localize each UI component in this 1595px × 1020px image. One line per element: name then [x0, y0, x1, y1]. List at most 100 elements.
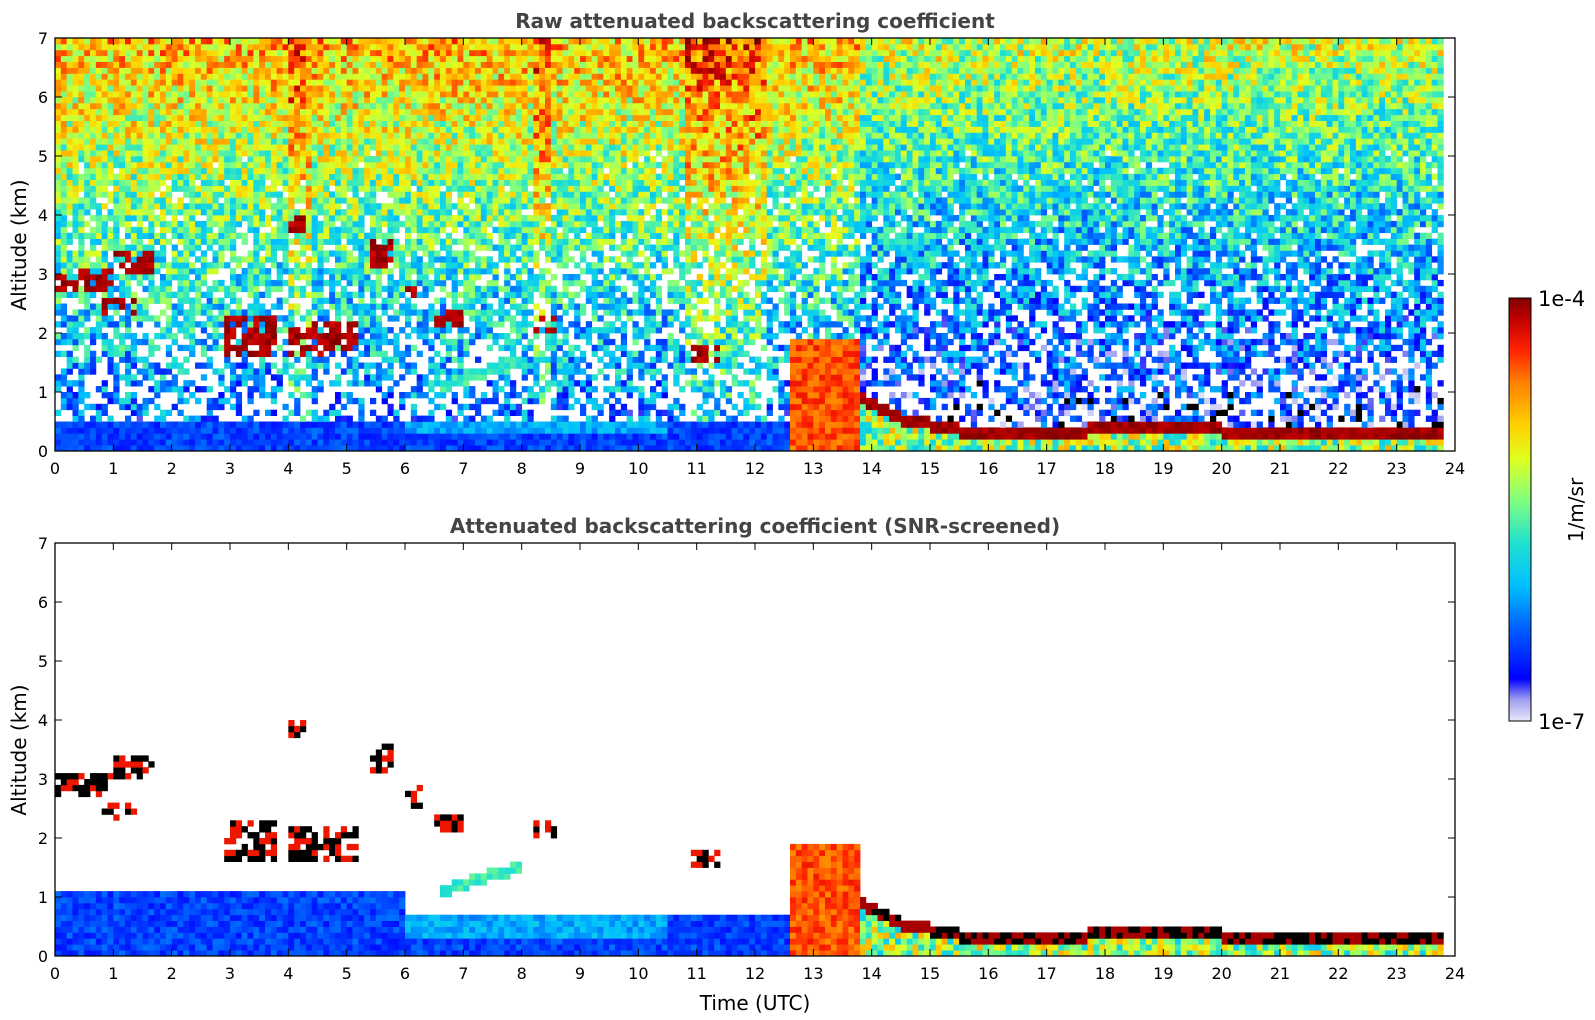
- raw-heatmap-cell: [463, 114, 470, 121]
- raw-heatmap-cell: [375, 108, 383, 116]
- raw-heatmap-cell: [189, 49, 196, 57]
- raw-heatmap-cell: [498, 67, 505, 74]
- raw-heatmap-cell: [387, 362, 394, 369]
- raw-heatmap-cell: [230, 197, 237, 204]
- raw-heatmap-cell: [434, 297, 441, 304]
- raw-heatmap-cell: [265, 368, 272, 375]
- raw-heatmap-cell: [434, 132, 441, 139]
- raw-heatmap-cell: [189, 392, 196, 399]
- raw-heatmap-cell: [527, 274, 534, 281]
- raw-heatmap-cell: [475, 439, 482, 446]
- raw-heatmap-cell: [445, 132, 453, 139]
- raw-heatmap-cell: [148, 108, 155, 116]
- raw-heatmap-cell: [183, 43, 190, 51]
- raw-heatmap-cell: [463, 138, 470, 145]
- raw-heatmap-cell: [335, 173, 342, 180]
- raw-heatmap-cell: [171, 338, 178, 346]
- raw-heatmap-cell: [358, 55, 365, 62]
- raw-heatmap-cell: [125, 309, 132, 316]
- raw-heatmap-cell: [270, 167, 278, 175]
- raw-heatmap-cell: [253, 262, 260, 269]
- raw-heatmap-cell: [136, 102, 143, 110]
- raw-heatmap-cell: [288, 238, 295, 245]
- raw-heatmap-cell: [259, 439, 266, 446]
- raw-heatmap-cell: [335, 179, 342, 186]
- raw-heatmap-cell: [317, 67, 324, 74]
- raw-heatmap-cell: [235, 309, 243, 316]
- raw-heatmap-cell: [533, 262, 540, 269]
- raw-heatmap-cell: [66, 291, 73, 298]
- raw-heatmap-cell: [381, 55, 388, 62]
- raw-heatmap-cell: [78, 297, 85, 304]
- raw-heatmap-cell: [288, 97, 295, 104]
- raw-heatmap-cell: [393, 108, 400, 116]
- raw-heatmap-cell: [475, 238, 482, 245]
- raw-heatmap-cell: [160, 161, 167, 169]
- raw-heatmap-cell: [294, 43, 301, 51]
- raw-heatmap-cell: [142, 173, 149, 180]
- raw-heatmap-cell: [55, 79, 62, 86]
- raw-heatmap-cell: [399, 120, 406, 127]
- raw-heatmap-cell: [358, 156, 365, 163]
- raw-heatmap-cell: [119, 79, 126, 86]
- raw-heatmap-cell: [510, 79, 517, 86]
- raw-heatmap-cell: [405, 262, 412, 269]
- raw-heatmap-cell: [125, 392, 132, 399]
- raw-heatmap-cell: [142, 268, 149, 275]
- raw-heatmap-cell: [440, 238, 447, 245]
- raw-heatmap-cell: [183, 49, 190, 57]
- raw-heatmap-cell: [539, 144, 546, 151]
- raw-heatmap-cell: [311, 279, 318, 287]
- raw-heatmap-cell: [265, 439, 272, 446]
- raw-heatmap-cell: [276, 91, 283, 98]
- raw-heatmap-cell: [206, 232, 213, 239]
- raw-heatmap-cell: [387, 297, 394, 304]
- raw-heatmap-cell: [253, 91, 260, 98]
- raw-heatmap-cell: [101, 215, 108, 222]
- raw-heatmap-cell: [469, 220, 476, 228]
- raw-heatmap-cell: [294, 61, 301, 68]
- raw-heatmap-cell: [399, 285, 406, 293]
- raw-heatmap-cell: [492, 102, 499, 110]
- raw-heatmap-cell: [352, 291, 359, 298]
- raw-heatmap-cell: [230, 268, 237, 275]
- raw-heatmap-cell: [142, 185, 149, 192]
- raw-heatmap-cell: [113, 102, 120, 110]
- raw-heatmap-cell: [107, 173, 114, 180]
- raw-heatmap-cell: [515, 85, 523, 92]
- raw-heatmap-cell: [335, 38, 342, 45]
- raw-heatmap-cell: [498, 38, 505, 45]
- raw-heatmap-cell: [60, 309, 68, 316]
- raw-heatmap-cell: [230, 386, 237, 393]
- raw-heatmap-cell: [405, 161, 412, 169]
- raw-heatmap-cell: [265, 256, 272, 263]
- raw-heatmap-cell: [171, 114, 178, 121]
- raw-heatmap-cell: [171, 85, 178, 92]
- raw-heatmap-cell: [107, 362, 114, 369]
- raw-heatmap-cell: [440, 167, 447, 175]
- raw-heatmap-cell: [521, 185, 528, 192]
- raw-heatmap-cell: [475, 268, 482, 275]
- raw-heatmap-cell: [311, 173, 318, 180]
- raw-heatmap-cell: [90, 368, 97, 375]
- raw-heatmap-cell: [504, 362, 511, 369]
- raw-heatmap-cell: [165, 156, 173, 163]
- raw-heatmap-cell: [381, 161, 388, 169]
- raw-heatmap-cell: [55, 427, 62, 434]
- raw-heatmap-cell: [451, 392, 458, 399]
- raw-heatmap-cell: [282, 238, 289, 245]
- raw-heatmap-cell: [428, 232, 435, 239]
- raw-heatmap-cell: [171, 49, 178, 57]
- raw-heatmap-cell: [288, 291, 295, 298]
- raw-heatmap-cell: [235, 303, 243, 310]
- raw-heatmap-cell: [323, 114, 330, 121]
- raw-heatmap-cell: [154, 268, 161, 275]
- raw-heatmap-cell: [504, 238, 511, 245]
- raw-heatmap-cell: [241, 433, 248, 440]
- raw-heatmap-cell: [311, 161, 318, 169]
- raw-heatmap-cell: [521, 38, 528, 45]
- raw-heatmap-cell: [469, 156, 476, 163]
- raw-heatmap-cell: [55, 85, 62, 92]
- raw-heatmap-cell: [125, 102, 132, 110]
- raw-heatmap-cell: [183, 215, 190, 222]
